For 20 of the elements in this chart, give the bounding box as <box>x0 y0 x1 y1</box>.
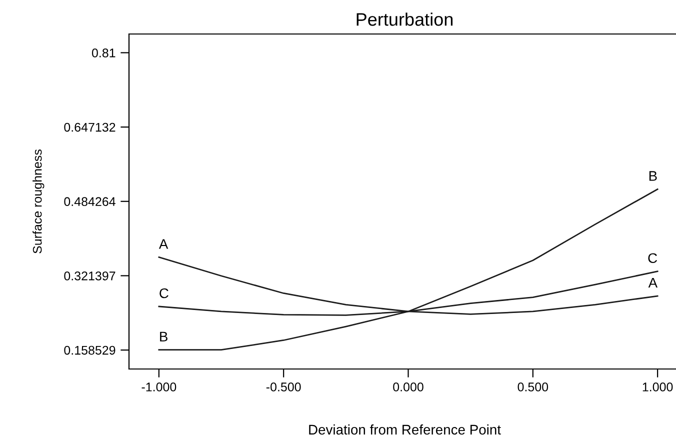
series-label: C <box>648 253 658 264</box>
x-tick-label: 1.000 <box>642 382 673 392</box>
line-series <box>158 188 658 351</box>
y-tick-label: 0.321397 <box>64 272 116 280</box>
x-axis-title: Deviation from Reference Point <box>309 424 501 435</box>
y-tick-label: 0.484264 <box>64 197 116 206</box>
series-label: A <box>158 239 168 249</box>
y-tick-label: 0.647132 <box>64 122 116 132</box>
x-tick-label: -1.000 <box>142 382 176 392</box>
x-tick-label: 0.000 <box>393 382 424 392</box>
chart-title: Perturbation <box>356 12 453 26</box>
y-tick-label: 0.81 <box>92 48 116 58</box>
text: C <box>160 288 168 298</box>
x-tick-label: -0.500 <box>266 382 301 392</box>
y-axis-title: Surface roughness <box>32 149 44 254</box>
y-tick-label: 0.158529 <box>64 346 116 355</box>
text: A <box>648 278 658 288</box>
series-label: B <box>160 332 168 342</box>
x-tick-label: 0.500 <box>518 382 548 392</box>
text: B <box>649 171 657 181</box>
